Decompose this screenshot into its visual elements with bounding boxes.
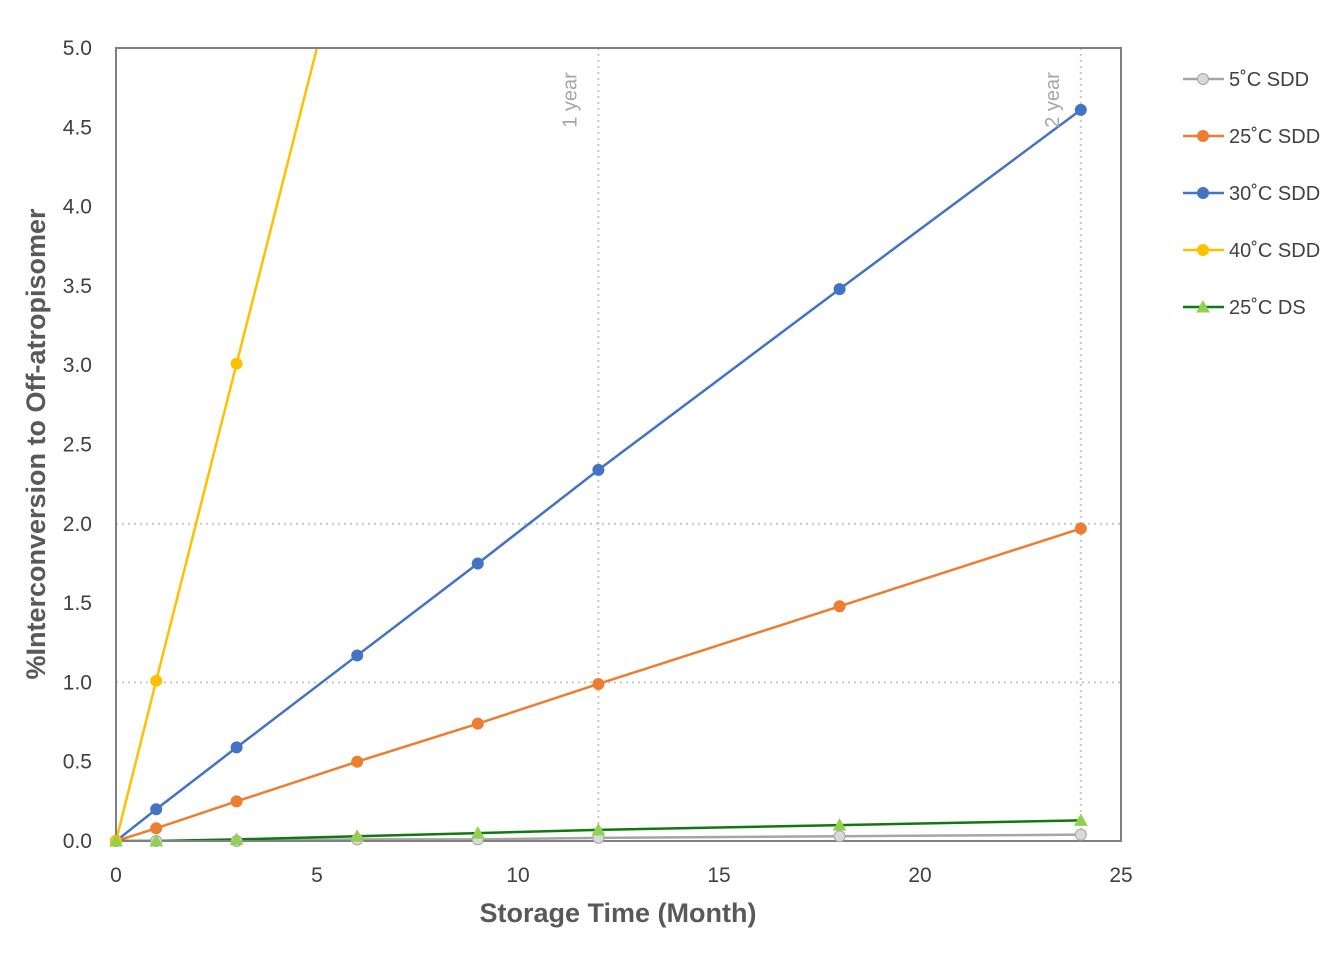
series-line-0: [116, 833, 1081, 841]
data-point[interactable]: [350, 829, 365, 842]
data-point[interactable]: [150, 803, 163, 816]
legend-label: 25˚C SDD: [1229, 126, 1320, 148]
data-point[interactable]: [1073, 813, 1088, 826]
data-point[interactable]: [109, 833, 123, 847]
legend-label: 30˚C SDD: [1229, 183, 1320, 205]
legend-marker: [1197, 73, 1209, 85]
y-tick-label: 0.0: [63, 830, 92, 853]
data-point[interactable]: [149, 833, 164, 847]
legend-item[interactable]: 40˚C SDD: [1183, 240, 1320, 262]
x-tick-label: 0: [110, 864, 122, 887]
data-point[interactable]: [229, 832, 244, 845]
x-tick-label: 25: [1109, 864, 1132, 887]
series-line-1: [116, 527, 1082, 841]
legend-marker: [1197, 244, 1209, 256]
legend-label: 40˚C SDD: [1229, 240, 1320, 262]
legend[interactable]: 5˚C SDD 25˚C SDD 30˚C SDD 40˚C SDD 25˚C DS: [1183, 69, 1320, 319]
data-point[interactable]: [1074, 828, 1087, 841]
legend-marker: [1196, 299, 1210, 313]
y-tick-label: 1.5: [63, 592, 92, 615]
data-point[interactable]: [592, 677, 605, 690]
data-point[interactable]: [351, 755, 364, 768]
x-tick-label: 5: [311, 864, 323, 887]
legend-item[interactable]: 25˚C SDD: [1183, 126, 1320, 148]
data-point[interactable]: [1074, 103, 1087, 116]
y-tick-label: 4.0: [63, 196, 92, 219]
legend-label: 25˚C DS: [1229, 297, 1306, 319]
y-tick-label: 0.5: [63, 751, 92, 774]
x-tick-label: 20: [908, 864, 931, 887]
y-tick-label: 2.0: [63, 513, 92, 536]
legend-marker: [1197, 130, 1209, 142]
data-point[interactable]: [150, 674, 163, 687]
y-tick-label: 2.5: [63, 434, 92, 457]
data-point[interactable]: [471, 557, 484, 570]
legend-item[interactable]: 5˚C SDD: [1183, 69, 1309, 91]
legend-item[interactable]: 30˚C SDD: [1183, 183, 1320, 205]
data-point[interactable]: [833, 830, 846, 843]
data-point[interactable]: [230, 357, 243, 370]
data-point[interactable]: [592, 463, 605, 476]
data-point[interactable]: [230, 741, 243, 754]
annotation-label-1: 2 year: [1042, 72, 1064, 128]
y-tick-label: 1.0: [63, 671, 92, 694]
series-group: [116, 48, 1082, 841]
y-axis-ticks: 0.0 0.5 1.0 1.5 2.0 2.5 3.0 3.5 4.0 4.5 5.0: [63, 37, 92, 853]
data-point[interactable]: [591, 822, 606, 836]
y-tick-label: 3.5: [63, 275, 92, 298]
x-axis-title: Storage Time (Month): [479, 898, 756, 928]
gridlines: [116, 48, 1121, 841]
y-axis-title: %Interconversion to Off-atropisomer: [21, 208, 51, 680]
data-point[interactable]: [832, 818, 847, 831]
series-line-3: [116, 48, 319, 841]
legend-marker: [1197, 187, 1209, 199]
data-point[interactable]: [471, 717, 484, 730]
annotation-label-0: 1 year: [559, 72, 581, 128]
y-tick-label: 3.0: [63, 354, 92, 377]
data-point[interactable]: [230, 795, 243, 808]
annotations: 1 year 2 year: [559, 72, 1063, 128]
markers-group: [109, 103, 1088, 847]
legend-item[interactable]: 25˚C DS: [1183, 297, 1306, 319]
y-tick-label: 4.5: [63, 116, 92, 139]
x-tick-label: 15: [707, 864, 730, 887]
data-point[interactable]: [1074, 522, 1087, 535]
series-line-2: [116, 108, 1082, 841]
x-tick-label: 10: [506, 864, 529, 887]
data-point[interactable]: [150, 822, 163, 835]
data-point[interactable]: [833, 600, 846, 613]
plot-area-border: [115, 47, 1122, 842]
legend-label: 5˚C SDD: [1229, 69, 1309, 91]
data-point[interactable]: [470, 826, 485, 839]
x-axis-ticks: 0 5 10 15 20 25: [110, 864, 1133, 887]
data-point[interactable]: [351, 649, 364, 662]
data-point[interactable]: [833, 283, 846, 296]
y-tick-label: 5.0: [63, 37, 92, 60]
